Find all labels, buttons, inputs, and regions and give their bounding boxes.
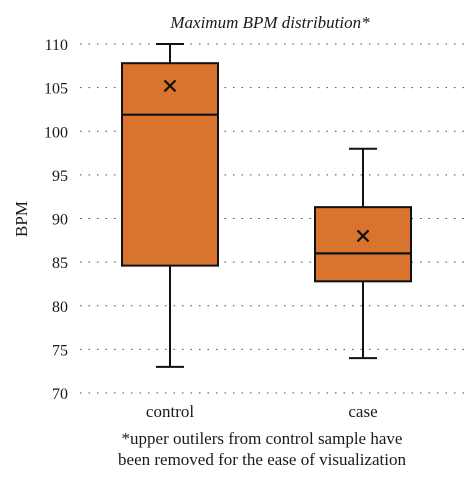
- y-tick-label: 80: [52, 299, 68, 316]
- y-tick-labels: 70 75 80 85 90 95 100 105 110: [44, 37, 68, 403]
- y-tick-label: 110: [45, 37, 68, 54]
- box-case: [314, 147, 412, 360]
- box-control: [121, 43, 219, 368]
- mean-marker: [356, 229, 370, 243]
- footnote-line: *upper outilers from control sample have: [122, 429, 403, 448]
- y-tick-label: 90: [52, 212, 68, 229]
- mean-marker: [163, 79, 177, 93]
- y-tick-label: 100: [44, 124, 68, 141]
- x-tick-label-control: control: [146, 402, 194, 421]
- y-tick-label: 75: [52, 342, 68, 359]
- iqr-box: [121, 62, 219, 267]
- y-axis-label: BPM: [12, 201, 31, 237]
- x-tick-label-case: case: [348, 402, 377, 421]
- x-tick-labels: control case: [146, 402, 378, 421]
- y-tick-label: 105: [44, 81, 68, 98]
- footnote-line: been removed for the ease of visualizati…: [118, 450, 406, 469]
- iqr-box: [314, 206, 412, 283]
- boxes: [121, 43, 412, 368]
- footnote: *upper outilers from control sample have…: [118, 429, 406, 469]
- y-tick-label: 95: [52, 168, 68, 185]
- chart-title: Maximum BPM distribution*: [169, 13, 370, 32]
- y-tick-label: 85: [52, 255, 68, 272]
- y-tick-label: 70: [52, 386, 68, 403]
